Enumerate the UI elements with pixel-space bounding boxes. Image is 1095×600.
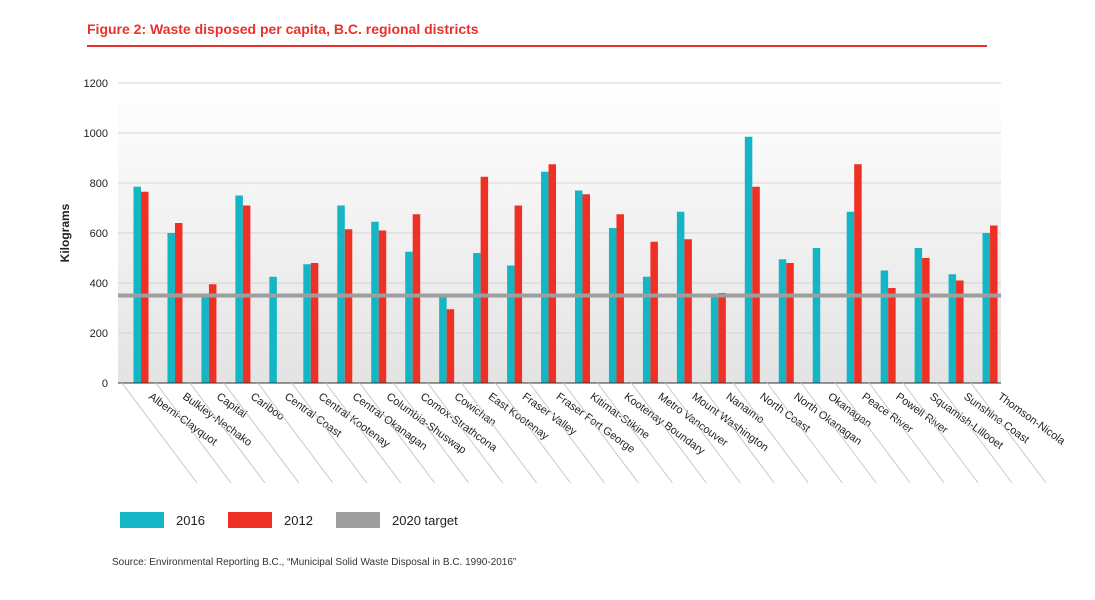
bar-2016-5 [303,264,311,383]
x-leader-line-10 [461,382,538,484]
bar-2016-23 [914,248,923,383]
x-leader-line-16 [664,382,741,484]
bar-2012-15 [650,241,658,383]
bar-2016-12 [541,171,549,383]
bar-2016-11 [507,265,515,383]
bar-2016-18 [744,136,753,383]
x-leader-line-1 [155,382,232,484]
bar-2012-5 [310,263,319,383]
bar-2016-1 [167,233,175,383]
x-leader-line-6 [325,382,402,484]
bar-chart: 0 200 400 600 800 1000 1200 Alberni-ClayquotBu… [58,78,1068,484]
bar-2016-20 [812,248,821,383]
x-leader-line-14 [597,382,673,484]
x-leader-line-23 [902,382,979,484]
bar-2012-10 [480,176,489,383]
bar-2012-21 [854,164,862,383]
bar-2012-12 [548,164,557,383]
bar-2012-24 [956,280,964,383]
y-tick-label-600: 600 [90,228,108,240]
bar-2016-9 [439,296,447,383]
x-leader-line-2 [189,382,266,484]
legend-item-2012: 2012 [228,510,313,530]
y-tick-label-400: 400 [90,278,108,290]
bar-2016-17 [710,296,719,383]
bar-2016-22 [880,270,889,383]
legend-label-2012: 2012 [284,512,313,528]
x-leader-line-11 [495,382,571,484]
legend-label-target: 2020 target [392,512,458,528]
x-leader-line-22 [868,382,945,484]
bar-2016-4 [269,276,277,383]
bar-2016-14 [608,228,617,383]
y-tick-label-1200: 1200 [84,78,108,90]
x-tick-labels: Alberni-ClayquotBulkley-NechakoCapitalCa… [121,382,1068,484]
bar-2016-7 [371,221,379,383]
bar-2012-19 [786,263,794,383]
x-leader-line-19 [766,382,843,484]
bar-2016-25 [982,233,991,383]
bar-2012-8 [412,214,421,383]
title-rule [87,45,987,47]
x-leader-line-3 [223,382,300,484]
bar-2012-18 [752,186,760,383]
bar-2016-10 [473,253,481,383]
bar-2012-22 [888,288,896,383]
x-leader-line-7 [359,382,436,484]
legend-item-2016: 2016 [120,510,205,530]
legend-label-2016: 2016 [176,512,205,528]
legend-swatch-target [336,512,380,528]
y-tick-label-1000: 1000 [84,128,108,140]
x-leader-line-4 [257,382,334,484]
bar-2016-15 [642,276,651,383]
bar-2012-16 [684,239,692,383]
figure-title: Figure 2: Waste disposed per capita, B.C… [87,21,479,37]
bar-2012-23 [922,258,930,383]
x-leader-line-18 [732,382,809,484]
x-leader-line-24 [936,382,1013,484]
y-tick-labels: 0 200 400 600 800 1000 1200 [84,78,108,390]
bar-2012-25 [990,225,998,383]
bar-2016-8 [405,251,413,383]
bar-2012-1 [174,223,183,383]
bar-2016-24 [948,274,957,383]
x-leader-line-8 [393,382,470,484]
y-tick-label-0: 0 [102,378,108,390]
bar-2012-14 [616,214,624,383]
bar-2012-7 [378,230,387,383]
bar-2016-2 [201,294,209,383]
bar-2012-17 [718,293,726,383]
x-leader-line-20 [800,382,877,484]
legend-item-target: 2020 target [336,510,458,530]
y-tick-label-800: 800 [90,178,108,190]
x-leader-line-17 [698,382,775,484]
bar-2012-6 [344,229,353,383]
x-leader-line-21 [834,382,911,484]
x-leader-line-5 [291,382,368,484]
legend-swatch-2012 [228,512,272,528]
x-leader-line-9 [427,382,504,484]
y-tick-label-200: 200 [90,328,108,340]
bar-2012-13 [582,194,590,383]
bar-2016-13 [575,190,583,383]
bar-2016-19 [778,259,787,383]
source-note: Source: Environmental Reporting B.C., “M… [112,557,517,568]
bar-2016-0 [133,186,141,383]
x-leader-line-12 [529,382,605,484]
x-leader-line-15 [631,382,707,484]
legend-swatch-2016 [120,512,164,528]
y-axis-label: Kilograms [58,203,72,262]
bar-2016-3 [235,195,243,383]
bar-2012-9 [446,309,455,383]
bar-2012-2 [208,284,217,383]
bar-2012-0 [141,191,149,383]
x-leader-line-0 [121,382,198,484]
x-leader-line-13 [563,382,639,484]
x-leader-line-25 [970,382,1047,484]
